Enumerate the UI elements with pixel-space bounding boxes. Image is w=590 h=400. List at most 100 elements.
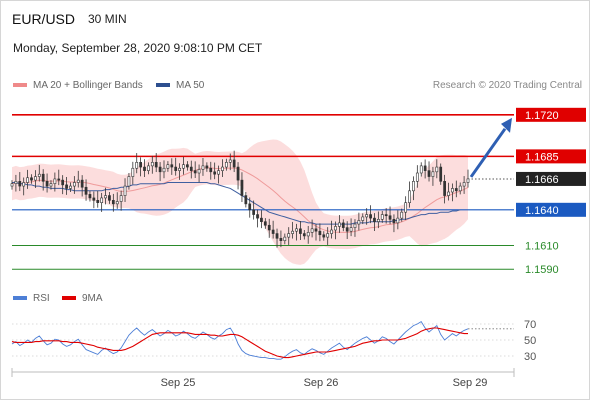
candle-body (131, 167, 135, 177)
candle-body (240, 179, 244, 196)
candle-body (412, 181, 415, 192)
candle-body (111, 200, 115, 205)
candle-body (236, 166, 240, 181)
candle-body (41, 173, 45, 182)
candle-body (143, 166, 146, 171)
level-badge-1.1666 (516, 171, 586, 186)
candle-body (76, 179, 80, 183)
candle-body (189, 166, 193, 171)
candle-body (22, 182, 26, 187)
candle-body (18, 181, 22, 187)
candle-body (80, 179, 84, 188)
candle-body (361, 216, 365, 221)
candle-body (322, 234, 326, 238)
ma20-swatch (13, 83, 27, 88)
rsi-tick-70: 70 (524, 319, 536, 331)
candle-body (104, 195, 107, 199)
candle-body (123, 185, 127, 196)
candle-body (419, 165, 423, 174)
legend-ma50: MA 50 (156, 80, 204, 91)
candle-body (279, 238, 283, 241)
candle-body (61, 179, 65, 186)
candle-body (330, 229, 333, 234)
candle-body (115, 201, 119, 205)
candle-body (256, 214, 259, 219)
candle-body (365, 214, 369, 218)
candle-body (150, 162, 154, 167)
candle-body (415, 172, 419, 182)
x-tick-label: Sep 29 (453, 377, 488, 389)
candle-body (248, 203, 252, 211)
candle-body (447, 191, 450, 196)
symbol-title: EUR/USD (12, 11, 76, 27)
candle-body (201, 165, 205, 170)
candle-body (334, 226, 337, 231)
rsi-line (11, 320, 469, 360)
candle-body (267, 224, 271, 231)
level-label-1.1610: 1.1610 (525, 240, 559, 252)
candle-body (228, 159, 232, 163)
candle-body (53, 178, 57, 184)
candle-body (88, 194, 92, 199)
candle-body (306, 232, 310, 237)
candle-body (388, 215, 392, 220)
candle-body (260, 217, 263, 222)
candle-body (26, 177, 29, 183)
candle-body (384, 214, 388, 217)
candle-body (373, 217, 376, 222)
candle-body (217, 170, 220, 175)
candle-body (400, 211, 404, 219)
candle-body (458, 185, 462, 192)
candle-body (100, 197, 104, 203)
candle-body (439, 166, 443, 182)
credit-label: Research © 2020 Trading Central (432, 80, 582, 91)
candle-body (462, 182, 466, 187)
legend-rsi-ma: 9MA (62, 293, 103, 304)
candle-body (84, 186, 88, 195)
rsi-swatch (13, 296, 27, 301)
forecast-arrow-head (501, 117, 512, 133)
ma20-line (11, 167, 469, 233)
level-label-1.1640: 1.1640 (525, 205, 559, 217)
candle-body (158, 166, 162, 173)
candle-body (96, 200, 100, 203)
legend-ma20: MA 20 + Bollinger Bands (13, 80, 143, 91)
candle-body (119, 195, 123, 202)
level-badge-1.1720 (516, 107, 586, 122)
candle-body (193, 170, 197, 174)
candle-body (57, 178, 61, 181)
candle-body (310, 228, 314, 233)
candle-body (271, 229, 275, 234)
legend-rsi-ma-label: 9MA (82, 293, 103, 304)
candle-body (314, 228, 318, 232)
candle-body (221, 166, 224, 171)
candle-body (92, 197, 96, 201)
candle-body (182, 164, 185, 169)
candle-body (127, 176, 131, 187)
candle-body (295, 228, 298, 232)
level-badge-1.1685 (516, 149, 586, 164)
level-label-1.1720: 1.1720 (525, 110, 559, 122)
candle-body (263, 221, 267, 226)
legend-rsi-label: RSI (33, 293, 50, 304)
level-label-1.1685: 1.1685 (525, 151, 559, 163)
candle-body (197, 169, 201, 174)
candle-body (431, 171, 435, 177)
candle-body (302, 233, 306, 237)
candle-body (135, 162, 139, 169)
candle-body (299, 228, 302, 234)
candle-body (37, 173, 41, 177)
candle-body (275, 233, 279, 239)
ma50-swatch (156, 83, 170, 88)
candle-body (224, 162, 228, 168)
candle-body (435, 166, 439, 173)
candle-body (65, 184, 68, 189)
candle-body (10, 183, 14, 187)
candle-body (454, 188, 458, 192)
candle-body (34, 176, 37, 181)
candle-body (423, 165, 427, 171)
legend-ma20-label: MA 20 + Bollinger Bands (33, 80, 143, 91)
level-label-1.1590: 1.1590 (525, 264, 559, 276)
candle-body (154, 162, 158, 168)
